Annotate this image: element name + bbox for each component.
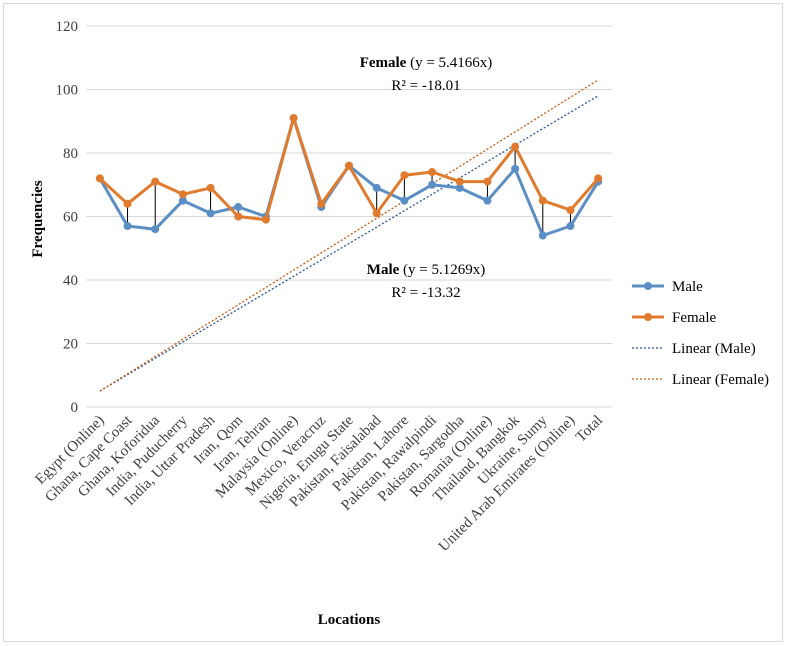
- y-tick-labels: 0 20 40 60 80 100 120: [56, 19, 79, 416]
- trendlines: [99, 79, 599, 392]
- female-equation: Female (y = 5.4166x): [360, 55, 493, 71]
- y-tick-40: 40: [63, 273, 78, 289]
- data-point-female: [483, 177, 492, 186]
- data-point-male: [511, 164, 520, 173]
- y-tick-80: 80: [63, 146, 78, 162]
- data-point-male: [483, 196, 492, 205]
- data-point-female: [178, 190, 187, 199]
- data-point-female: [151, 177, 160, 186]
- series-line-male: [98, 116, 600, 237]
- data-point-male: [206, 209, 215, 218]
- data-point-male: [234, 202, 243, 211]
- data-point-female: [566, 206, 575, 215]
- data-point-female: [345, 161, 353, 170]
- female-r2: R² = -18.01: [391, 78, 460, 94]
- female-equation-formula: (y = 5.4166x): [406, 55, 492, 71]
- male-equation-label: Male: [367, 262, 400, 278]
- x-axis-title: Locations: [318, 612, 381, 628]
- data-point-male: [455, 183, 464, 192]
- female-equation-label: Female: [360, 55, 407, 71]
- data-point-male: [428, 180, 437, 189]
- data-point-female: [289, 114, 298, 123]
- data-point-female: [455, 177, 464, 186]
- y-axis-title: Frequencies: [30, 180, 46, 257]
- data-point-male: [400, 196, 409, 205]
- legend-female-marker: [644, 313, 652, 321]
- data-point-male: [372, 183, 381, 192]
- trendline-female: [99, 79, 599, 392]
- legend-male-label: Male: [672, 279, 703, 295]
- data-point-female: [594, 174, 603, 183]
- y-tick-120: 120: [56, 19, 79, 35]
- data-point-female: [234, 212, 243, 221]
- x-tick-label: Total: [573, 413, 606, 446]
- data-point-male: [178, 196, 187, 205]
- y-tick-60: 60: [63, 210, 78, 226]
- y-tick-100: 100: [56, 83, 79, 99]
- data-point-female: [261, 215, 270, 224]
- data-point-female: [428, 168, 437, 177]
- male-r2: R² = -13.32: [391, 285, 460, 301]
- data-point-female: [372, 209, 381, 218]
- data-point-female: [95, 174, 104, 183]
- data-point-male: [538, 231, 547, 240]
- legend-male-marker: [644, 282, 652, 290]
- legend-linear-female-label: Linear (Female): [672, 372, 769, 388]
- y-tick-20: 20: [63, 337, 78, 353]
- legend: Male Female Linear (Male) Linear (Female): [632, 279, 769, 388]
- gridlines: [86, 25, 612, 408]
- data-point-female: [123, 199, 132, 208]
- male-equation-formula: (y = 5.1269x): [399, 262, 485, 278]
- data-point-male: [566, 222, 575, 231]
- y-tick-0: 0: [71, 400, 79, 416]
- data-point-female: [400, 171, 409, 180]
- data-point-female: [511, 142, 520, 151]
- data-series: [95, 114, 603, 240]
- legend-female-label: Female: [672, 310, 716, 326]
- line-chart: 0 20 40 60 80 100 120 Egypt (Online)Ghana, Cap…: [30, 19, 769, 628]
- trendline-male: [99, 95, 599, 392]
- data-point-male: [151, 225, 160, 234]
- data-point-female: [206, 183, 215, 192]
- data-point-female: [538, 196, 547, 205]
- chart-frame: 0 20 40 60 80 100 120 Egypt (Online) Ghana, Cap…: [3, 3, 783, 642]
- male-equation: Male (y = 5.1269x): [367, 262, 485, 278]
- data-point-female: [317, 199, 326, 208]
- legend-linear-male-label: Linear (Male): [672, 341, 756, 357]
- data-point-male: [123, 222, 132, 231]
